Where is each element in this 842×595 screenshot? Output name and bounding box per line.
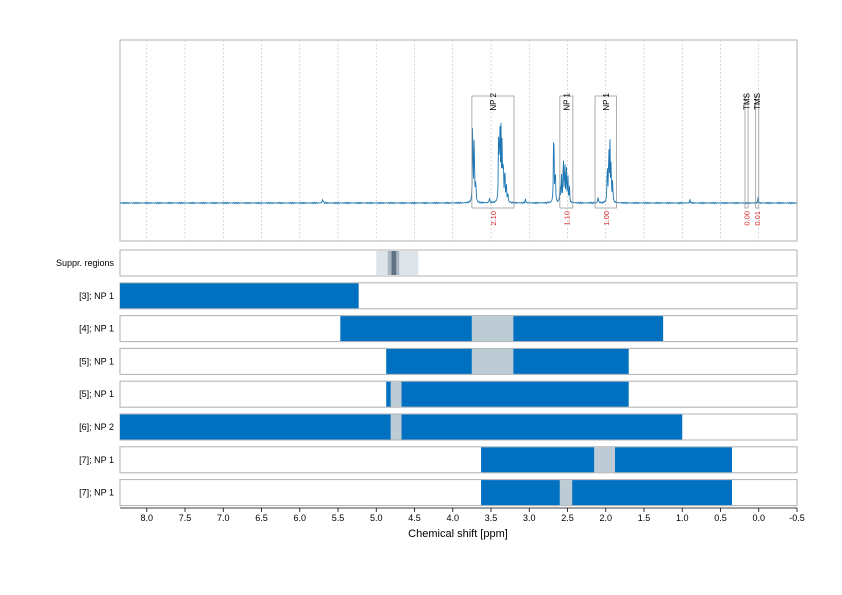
annotation-label-1: NP 1: [562, 92, 571, 110]
annotation-label-3: TMS: [743, 93, 752, 110]
gap-bar-0: [594, 447, 615, 473]
integral-label-0: 2.10: [489, 211, 498, 226]
range-bar-1: [401, 381, 629, 407]
row-1: [3]; NP 1: [79, 282, 798, 310]
x-axis-title: Chemical shift [ppm]: [408, 528, 508, 540]
integral-label-2: 1.00: [602, 211, 611, 226]
x-tick-label: 3.0: [523, 513, 536, 523]
gap-bar-0: [471, 316, 514, 342]
integral-label-4: 0.01: [753, 211, 762, 226]
annotation-box-0: [471, 95, 515, 209]
row-label: [5]; NP 1: [79, 389, 114, 399]
annotation-label-2: NP 1: [602, 92, 611, 110]
x-tick-label: 8.0: [141, 513, 154, 523]
range-bar-1: [513, 348, 629, 374]
range-bar-0: [481, 480, 560, 506]
row-label: [4]; NP 1: [79, 324, 114, 334]
x-tick-label: 2.5: [561, 513, 574, 523]
range-bar-0: [120, 414, 391, 440]
x-tick-label: 7.0: [217, 513, 230, 523]
range-bar-0: [481, 447, 595, 473]
x-tick-label: 1.5: [638, 513, 651, 523]
annotation-box-1: [559, 95, 574, 209]
range-bar-1: [513, 316, 664, 342]
gap-bar-0: [471, 348, 514, 374]
x-axis: 8.0 7.5 7.0 6.5 6.0 5.5 5.0 4.5 4.0 3.5 3.0 2.5 2.0 1…: [120, 507, 805, 523]
x-tick-label: 6.5: [255, 513, 268, 523]
integral-label-1: 1.10: [562, 211, 571, 226]
annotation-label-4: TMS: [753, 93, 762, 110]
spectrum-frame: [119, 39, 798, 242]
x-tick-label: 1.0: [676, 513, 689, 523]
row-4: [5]; NP 1: [79, 380, 798, 408]
row-6: [7]; NP 1: [79, 446, 798, 474]
x-tick-label: 4.5: [408, 513, 421, 523]
row-frame: [119, 249, 798, 277]
range-bar-0: [120, 283, 359, 309]
spectrum-panel: NP 2 2.10 NP 1 1.10 NP 1 1.00 TMS 0.00 TMS 0.01: [119, 39, 798, 242]
x-tick-label: 3.5: [485, 513, 498, 523]
row-3: [5]; NP 1: [79, 347, 798, 375]
row-label: [7]; NP 1: [79, 455, 114, 465]
integral-label-3: 0.00: [743, 211, 752, 226]
row-label: [5]; NP 1: [79, 356, 114, 366]
row-label: [7]; NP 1: [79, 488, 114, 498]
range-bar-0: [340, 316, 472, 342]
range-bar-1: [572, 480, 732, 506]
rows-panel: Suppr. regions [3]; NP 1 [4]; NP 1 [5]; NP …: [56, 249, 798, 507]
annotation-box-4: [755, 95, 760, 209]
row-0: Suppr. regions: [56, 249, 798, 277]
x-tick-label: 4.0: [447, 513, 460, 523]
x-tick-label: 7.5: [179, 513, 192, 523]
x-tick-label: 6.0: [294, 513, 307, 523]
x-tick-label: 0.0: [752, 513, 765, 523]
annotation-label-0: NP 2: [489, 92, 498, 110]
x-tick-label: 2.0: [599, 513, 612, 523]
row-label: Suppr. regions: [56, 258, 115, 268]
range-bar-1: [401, 414, 683, 440]
annotation-box-3: [744, 95, 749, 209]
row-7: [7]; NP 1: [79, 479, 798, 507]
row-label: [3]; NP 1: [79, 291, 114, 301]
range-bar-1: [614, 447, 732, 473]
x-tick-label: 5.0: [370, 513, 383, 523]
gap-bar-0: [559, 480, 573, 506]
spectrum-line: [119, 122, 798, 205]
x-tick-label: 5.5: [332, 513, 345, 523]
row-5: [6]; NP 2: [79, 413, 798, 441]
range-bar-0: [386, 381, 391, 407]
x-tick-label: 0.5: [714, 513, 727, 523]
row-label: [6]; NP 2: [79, 422, 114, 432]
suppressed-region-2: [391, 251, 397, 275]
range-bar-0: [386, 348, 472, 374]
gap-bar-0: [390, 414, 402, 440]
row-2: [4]; NP 1: [79, 315, 798, 343]
annotation-box-2: [594, 95, 617, 209]
x-tick-label: -0.5: [789, 513, 805, 523]
gap-bar-0: [390, 381, 402, 407]
